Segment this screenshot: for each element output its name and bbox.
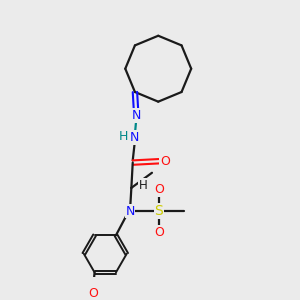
- Text: H: H: [139, 179, 147, 192]
- Text: N: N: [130, 131, 140, 144]
- Text: O: O: [160, 155, 170, 168]
- Text: H: H: [119, 130, 128, 143]
- Text: O: O: [88, 287, 98, 300]
- Text: N: N: [132, 109, 141, 122]
- Text: S: S: [154, 204, 163, 218]
- Text: O: O: [154, 226, 164, 239]
- Text: O: O: [154, 183, 164, 196]
- Text: N: N: [125, 205, 135, 218]
